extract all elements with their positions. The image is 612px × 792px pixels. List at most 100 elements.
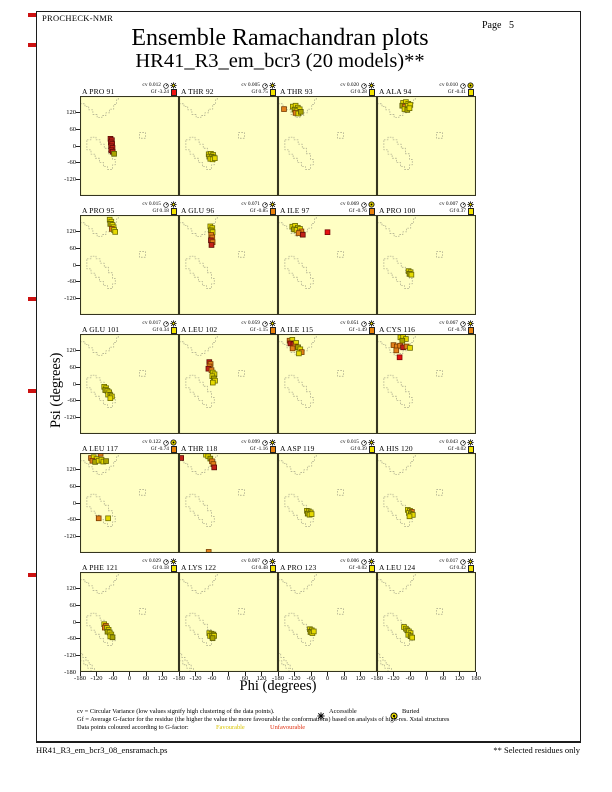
x-tick-mark <box>277 672 279 676</box>
cv-value: cv 0.020 <box>340 82 359 89</box>
data-point <box>308 511 315 517</box>
subplot-a-pro-123: A PRO 123 cv 0.006 Gf -0.02 <box>278 558 377 672</box>
gf-value: Gf -0.41 <box>447 89 466 95</box>
accessible-star-icon <box>269 82 276 89</box>
legend-cv-definition: cv = Circular Variance (low values signi… <box>77 708 275 715</box>
cv-value: cv 0.122 <box>142 439 161 446</box>
accessible-star-icon <box>368 82 375 89</box>
accessible-star-icon <box>368 558 375 565</box>
dial-icon <box>459 201 466 208</box>
x-tick-label: -180 <box>272 675 284 682</box>
x-tick-label: 60 <box>241 675 249 682</box>
gf-value: Gf -1.49 <box>348 327 367 333</box>
cv-value: cv 0.010 <box>439 82 458 89</box>
subplot-stats: cv 0.007 Gf 0.48 <box>241 558 276 572</box>
subplot-header: A ILE 115 cv 0.051 Gf -1.49 <box>278 320 377 334</box>
y-tick-label: -60 <box>67 397 76 405</box>
x-tick-label: -60 <box>405 675 415 682</box>
gf-marker <box>368 208 375 215</box>
y-tick-mark <box>76 281 80 283</box>
page-title: Ensemble Ramachandran plots <box>131 25 429 51</box>
x-tick-mark <box>360 672 361 676</box>
x-tick-mark <box>129 672 130 676</box>
dial-icon <box>162 320 169 327</box>
accessible-star-icon <box>467 320 474 327</box>
y-tick-label: 120 <box>66 347 76 355</box>
subplot-header: A ILE 97 cv 0.069 Gf -0.76 <box>278 201 377 215</box>
y-tick-mark <box>76 502 80 504</box>
y-tick-mark <box>76 654 80 656</box>
gf-marker <box>368 89 375 96</box>
data-point <box>211 464 217 471</box>
accessible-star-icon <box>467 439 474 446</box>
y-tick-mark <box>76 519 80 521</box>
subplot-header: A LEU 102 cv 0.059 Gf -1.15 <box>179 320 278 334</box>
subplot-header: A LEU 117 cv 0.122 Gf -0.74 <box>80 439 179 453</box>
y-tick-label: 60 <box>69 125 77 133</box>
data-point <box>109 634 116 641</box>
subplot-stats: cv 0.099 Gf -1.16 <box>241 439 276 453</box>
cv-value: cv 0.069 <box>340 201 359 208</box>
residue-label: A PRO 91 <box>82 87 115 96</box>
gf-value: Gf -0.02 <box>348 565 367 571</box>
y-tick-mark <box>76 264 80 266</box>
gf-marker <box>368 565 375 572</box>
gf-marker <box>467 89 474 96</box>
subplot-a-glu-101: A GLU 101 cv 0.017 Gf 0.34 <box>80 320 179 434</box>
gf-marker <box>368 327 375 334</box>
x-tick-label: 60 <box>142 675 150 682</box>
dial-icon <box>261 558 268 565</box>
cv-value: cv 0.029 <box>142 558 161 565</box>
y-tick-mark <box>76 247 80 249</box>
x-tick-label: 120 <box>355 675 366 682</box>
data-point <box>209 379 216 386</box>
data-point <box>209 635 216 641</box>
subplot-stats: cv 0.059 Gf -1.15 <box>241 320 276 334</box>
x-tick-mark <box>409 672 411 676</box>
subplot-a-phe-121: A PHE 121 cv 0.029 Gf 0.18 <box>80 558 179 672</box>
cv-value: cv 0.059 <box>241 320 260 327</box>
ramachandran-plot <box>80 453 179 553</box>
footer-note: ** Selected residues only <box>493 745 580 755</box>
subplot-header: A CYS 116 cv 0.067 Gf -0.78 <box>377 320 476 334</box>
y-tick-label: 0 <box>72 380 76 388</box>
legend-accessible-label: Accessible <box>329 708 357 715</box>
subplot-stats: cv 0.007 Gf 0.37 <box>439 201 474 215</box>
gf-marker <box>467 208 474 215</box>
dial-icon <box>162 439 169 446</box>
x-tick-mark <box>79 672 81 676</box>
gf-marker <box>467 327 474 334</box>
x-tick-mark <box>195 672 196 676</box>
cv-value: cv 0.099 <box>241 439 260 446</box>
subplot-stats: cv 0.010 Gf -0.41 <box>439 82 474 96</box>
ramachandran-plot <box>80 215 179 315</box>
residue-label: A ILE 97 <box>280 206 310 215</box>
gf-value: Gf 0.34 <box>152 327 169 333</box>
y-axis-label: Psi (degrees) <box>48 352 64 428</box>
data-point <box>299 231 306 238</box>
subplot-stats: cv 0.015 Gf 0.39 <box>340 439 375 453</box>
y-tick-mark <box>76 469 80 471</box>
cv-value: cv 0.067 <box>439 320 458 327</box>
x-tick-label: 120 <box>454 675 465 682</box>
ramachandran-plot <box>278 572 377 672</box>
accessible-star-icon <box>368 439 375 446</box>
gf-marker <box>269 565 276 572</box>
x-tick-mark <box>376 672 378 676</box>
gf-value: Gf 0.39 <box>350 446 367 452</box>
subplot-header: A LEU 124 cv 0.017 Gf 0.42 <box>377 558 476 572</box>
accessible-star-icon <box>317 707 325 725</box>
page-frame <box>36 11 581 743</box>
x-tick-label: -120 <box>387 675 400 682</box>
dial-icon <box>360 201 367 208</box>
dial-icon <box>261 201 268 208</box>
dial-icon <box>360 82 367 89</box>
gf-value: Gf 0.28 <box>350 89 367 95</box>
cv-value: cv 0.017 <box>439 558 458 565</box>
subplot-stats: cv 0.029 Gf 0.18 <box>142 558 177 572</box>
subplot-a-thr-93: A THR 93 cv 0.020 Gf 0.28 <box>278 82 377 196</box>
gf-value: Gf -0.85 <box>249 208 268 214</box>
residue-label: A THR 118 <box>181 444 218 453</box>
subplot-a-lys-122: A LYS 122 cv 0.007 Gf 0.48 <box>179 558 278 672</box>
subplot-header: A PRO 91 cv 0.012 Gf -3.24 <box>80 82 179 96</box>
